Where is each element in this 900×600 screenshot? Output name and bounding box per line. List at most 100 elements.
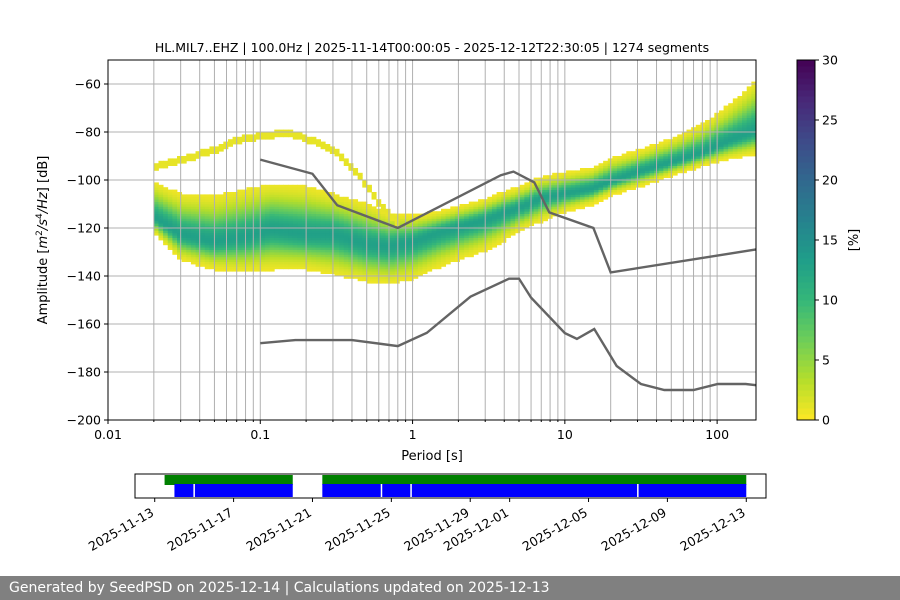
heatmap-cell (441, 230, 447, 234)
heatmap-cell (371, 242, 377, 246)
heatmap-cell (505, 211, 511, 214)
heatmap-cell (584, 168, 590, 171)
heatmap-cell (519, 213, 525, 217)
heatmap-cell (728, 122, 734, 126)
heatmap-cell (320, 252, 326, 255)
heatmap-cell (468, 218, 474, 222)
heatmap-cell (746, 86, 752, 90)
heatmap-cell (686, 160, 692, 164)
heatmap-cell (200, 261, 206, 265)
heatmap-cell (566, 182, 572, 186)
heatmap-cell (445, 237, 451, 241)
heatmap-cell (621, 165, 627, 169)
heatmap-cell (209, 216, 215, 219)
heatmap-cell (227, 225, 233, 229)
heatmap-cell (436, 220, 442, 224)
heatmap-cell (399, 244, 405, 248)
heatmap-cell (552, 196, 558, 200)
heatmap-cell (593, 170, 599, 174)
heatmap-cell (241, 196, 247, 200)
heatmap-cell (464, 213, 470, 217)
heatmap-cell (380, 271, 386, 274)
heatmap-cell (436, 218, 442, 222)
heatmap-cell (709, 122, 715, 126)
heatmap-cell (667, 139, 674, 142)
heatmap-cell (515, 213, 521, 217)
heatmap-cell (478, 216, 484, 219)
heatmap-cell (177, 220, 183, 224)
heatmap-cell (204, 242, 210, 246)
heatmap-cell (232, 208, 238, 212)
heatmap-cell (153, 225, 159, 229)
heatmap-cell (190, 247, 196, 250)
heatmap-cell (705, 156, 711, 159)
heatmap-cell (575, 187, 581, 190)
colorbar-swatch (797, 312, 815, 319)
heatmap-cell (677, 158, 683, 162)
heatmap-cell (200, 196, 206, 200)
heatmap-cell (339, 223, 345, 226)
heatmap-cell (288, 235, 294, 238)
heatmap-cell (667, 175, 674, 178)
heatmap-cell (260, 218, 266, 222)
heatmap-cell (626, 168, 632, 171)
heatmap-cell (246, 240, 252, 243)
heatmap-cell (441, 235, 447, 238)
heatmap-cell (705, 158, 711, 162)
heatmap-cell (417, 223, 423, 226)
heatmap-cell (297, 204, 303, 207)
heatmap-cell (278, 134, 284, 138)
heatmap-cell (320, 204, 326, 207)
heatmap-cell (478, 204, 484, 207)
heatmap-cell (246, 139, 252, 142)
heatmap-cell (496, 230, 502, 234)
heatmap-cell (478, 247, 484, 250)
heatmap-cell (302, 187, 308, 190)
heatmap-cell (510, 216, 516, 219)
heatmap-cell (700, 151, 706, 154)
heatmap-cell (385, 237, 391, 241)
heatmap-cell (269, 266, 275, 270)
heatmap-cell (204, 196, 210, 200)
heatmap-cell (700, 146, 706, 150)
heatmap-cell (348, 244, 354, 248)
heatmap-cell (241, 218, 247, 222)
heatmap-cell (417, 268, 423, 272)
heatmap-cell (390, 235, 396, 238)
heatmap-cell (441, 237, 447, 241)
heatmap-cell (302, 254, 308, 258)
heatmap-cell (214, 216, 220, 219)
heatmap-cell (454, 237, 460, 241)
heatmap-cell (315, 225, 321, 229)
heatmap-cell (200, 240, 206, 243)
heatmap-cell (339, 266, 345, 270)
heatmap-cell (422, 237, 428, 241)
heatmap-cell (556, 211, 562, 214)
heatmap-cell (292, 232, 298, 236)
heatmap-cell (515, 218, 521, 222)
heatmap-cell (190, 261, 196, 265)
heatmap-cell (695, 151, 701, 154)
heatmap-cell (158, 225, 164, 229)
heatmap-cell (394, 259, 400, 262)
heatmap-cell (626, 175, 632, 178)
heatmap-cell (260, 240, 266, 243)
heatmap-cell (473, 206, 479, 210)
heatmap-cell (177, 201, 183, 205)
heatmap-cell (227, 268, 233, 272)
heatmap-cell (491, 225, 498, 229)
heatmap-cell (519, 225, 525, 229)
heatmap-cell (339, 242, 345, 246)
heatmap-cell (371, 223, 377, 226)
heatmap-cell (732, 124, 738, 128)
heatmap-cell (343, 273, 349, 277)
heatmap-cell (177, 237, 183, 241)
colorbar-swatch (797, 354, 815, 361)
heatmap-cell (177, 194, 183, 198)
heatmap-cell (311, 254, 317, 258)
heatmap-cell (172, 232, 178, 236)
heatmap-cell (353, 242, 359, 246)
heatmap-cell (589, 194, 595, 198)
heatmap-cell (579, 204, 586, 207)
heatmap-cell (672, 146, 678, 150)
